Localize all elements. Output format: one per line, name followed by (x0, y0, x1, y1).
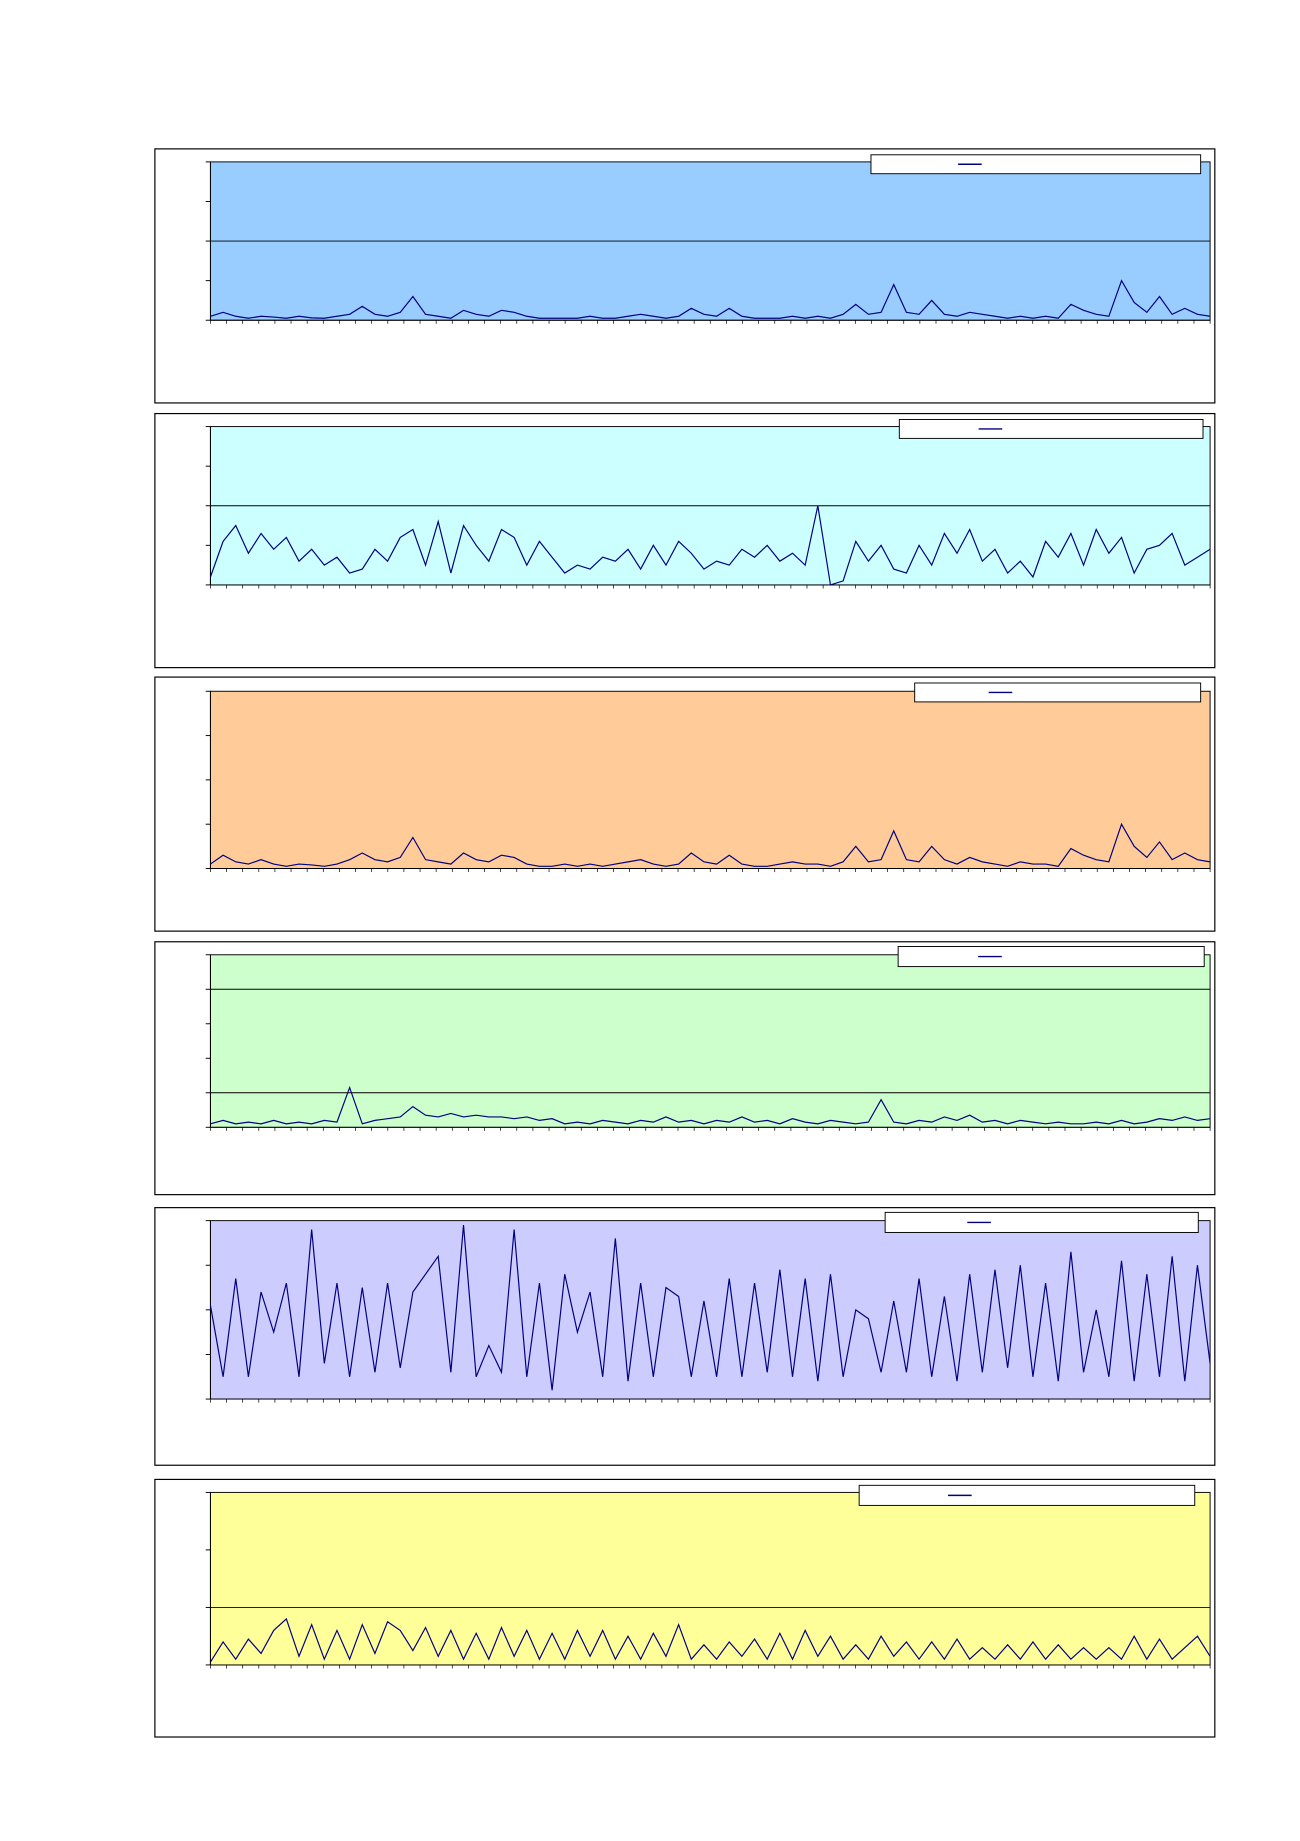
data-line (209, 1225, 1211, 1391)
legend-box (898, 419, 1204, 439)
plot-area (209, 1220, 1211, 1400)
legend-box (858, 1484, 1196, 1506)
legend-box (897, 946, 1205, 968)
data-line (210, 279, 1211, 319)
data-line (210, 822, 1211, 867)
legend-box (884, 1211, 1199, 1233)
data-line (209, 505, 1211, 586)
data-line (210, 1085, 1211, 1125)
plot-area (209, 1491, 1211, 1666)
data-line (209, 1617, 1211, 1663)
plot-area (209, 954, 1211, 1128)
plot-area (209, 690, 1211, 869)
legend-box (870, 154, 1202, 175)
legend-box (914, 682, 1202, 703)
